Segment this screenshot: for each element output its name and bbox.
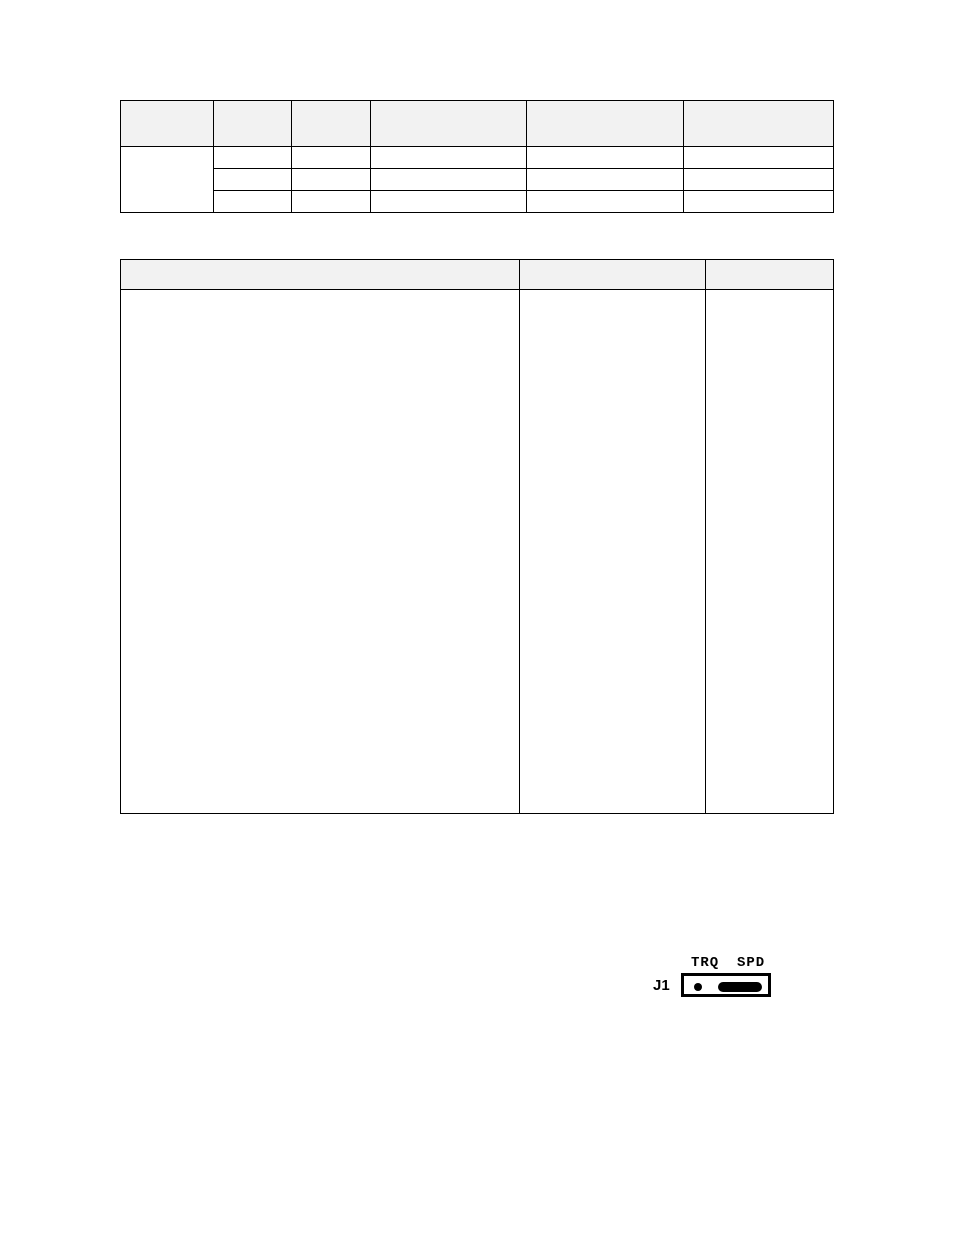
description-table — [120, 259, 834, 814]
jumper-label-trq: TRQ — [691, 955, 719, 971]
t1-h5 — [684, 101, 834, 147]
t2-b1 — [520, 290, 705, 814]
t2-h0 — [121, 260, 520, 290]
t1-r1c4 — [684, 169, 834, 191]
jumper-designator: J1 — [653, 977, 670, 994]
jumper-diagram: TRQ SPD J1 — [645, 955, 780, 1005]
t1-r0c1 — [292, 147, 370, 169]
specifications-table — [120, 100, 834, 213]
t1-h4 — [527, 101, 684, 147]
t1-r0c0 — [213, 147, 291, 169]
t1-r0c3 — [527, 147, 684, 169]
t1-group-label — [121, 147, 214, 213]
t1-r2c2 — [370, 191, 527, 213]
t1-r0c2 — [370, 147, 527, 169]
jumper-pin-icon — [694, 983, 702, 991]
t1-r2c0 — [213, 191, 291, 213]
t1-h1 — [213, 101, 291, 147]
t1-h3 — [370, 101, 527, 147]
t1-r1c2 — [370, 169, 527, 191]
t1-r2c1 — [292, 191, 370, 213]
t2-h1 — [520, 260, 705, 290]
t1-r1c3 — [527, 169, 684, 191]
t1-h0 — [121, 101, 214, 147]
jumper-housing-icon — [681, 973, 771, 997]
t2-b0 — [121, 290, 520, 814]
jumper-shunt-icon — [718, 982, 762, 992]
t1-r2c4 — [684, 191, 834, 213]
t1-r1c0 — [213, 169, 291, 191]
jumper-label-spd: SPD — [737, 955, 765, 971]
t2-h2 — [705, 260, 833, 290]
t1-r1c1 — [292, 169, 370, 191]
t1-r0c4 — [684, 147, 834, 169]
t1-h2 — [292, 101, 370, 147]
t2-b2 — [705, 290, 833, 814]
t1-r2c3 — [527, 191, 684, 213]
